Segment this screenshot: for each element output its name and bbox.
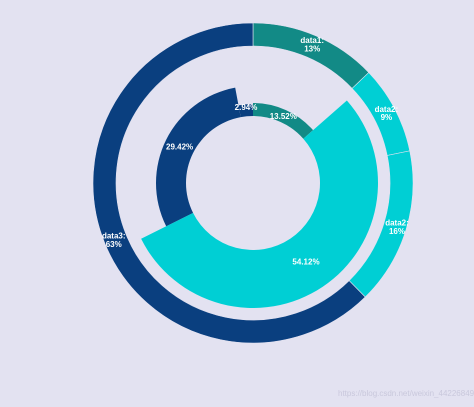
watermark-text: https://blog.csdn.net/weixin_44226849 bbox=[338, 389, 474, 398]
inner-slice-label: 2.94% bbox=[235, 103, 258, 112]
outer-slice-data1 bbox=[252, 22, 370, 89]
outer-slice-label: data3: 63% bbox=[102, 232, 126, 249]
slice-labels: data1: 13% data2: 9% data2: 16% data3: 63% 13.52… bbox=[102, 36, 409, 266]
outer-slice-data3 bbox=[92, 22, 366, 344]
outer-slice-label: data1: 13% bbox=[300, 36, 324, 53]
outer-slice-label: data2: 16% bbox=[385, 218, 409, 235]
inner-slice-label: 54.12% bbox=[292, 258, 319, 267]
inner-slice bbox=[156, 87, 241, 227]
inner-slice-label: 13.52% bbox=[270, 112, 297, 121]
outer-ring bbox=[92, 22, 414, 344]
inner-slice bbox=[253, 103, 314, 139]
inner-rose bbox=[141, 87, 379, 309]
outer-slice-label: data2: 9% bbox=[375, 105, 399, 122]
inner-slice bbox=[238, 104, 253, 118]
inner-slice bbox=[141, 100, 379, 309]
inner-slice-label: 29.42% bbox=[166, 142, 193, 151]
